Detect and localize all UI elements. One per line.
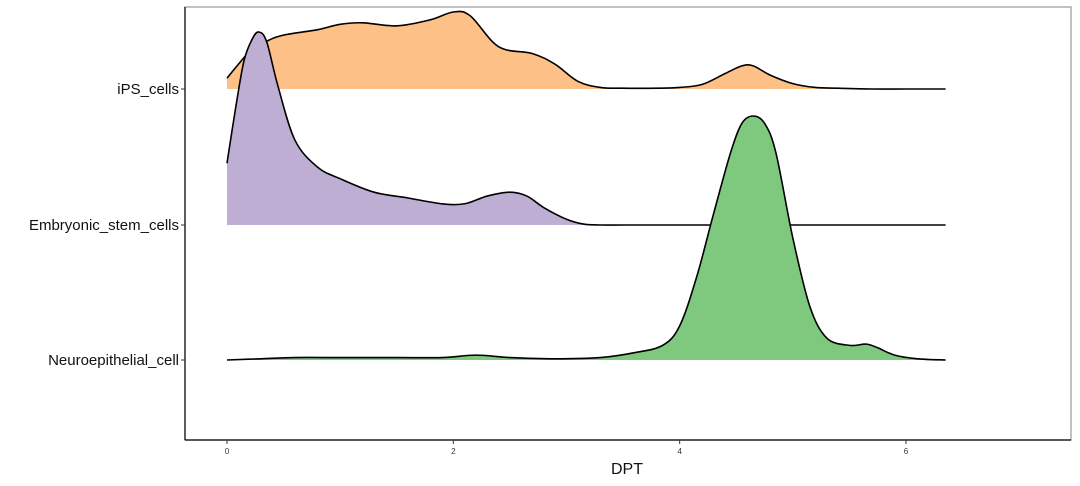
x-tick-label: 2: [451, 447, 456, 456]
ridge-line-embryonic-stem-cells: [226, 31, 946, 226]
y-category-label: iPS_cells: [117, 81, 179, 98]
x-axis-title: DPT: [611, 461, 643, 478]
ridge-fill-neuroepithelial-cell: [227, 116, 946, 360]
density-ridges: [226, 10, 946, 361]
ridge-line-ips-cells: [226, 10, 946, 90]
x-axis-ticks: 0 2 4 6: [225, 440, 909, 456]
x-tick-label: 0: [225, 447, 230, 456]
y-category-label: Neuroepithelial_cell: [48, 352, 179, 369]
y-axis-ticks: iPS_cells Embryonic_stem_cells Neuroepithe…: [29, 81, 185, 369]
ridge-line-neuroepithelial-cell: [226, 115, 946, 361]
x-tick-label: 4: [677, 447, 682, 456]
ridge-fill-embryonic-stem-cells: [227, 31, 601, 226]
x-tick-label: 6: [904, 447, 909, 456]
y-category-label: Embryonic_stem_cells: [29, 217, 179, 234]
ridge-fill-ips-cells: [227, 11, 833, 90]
